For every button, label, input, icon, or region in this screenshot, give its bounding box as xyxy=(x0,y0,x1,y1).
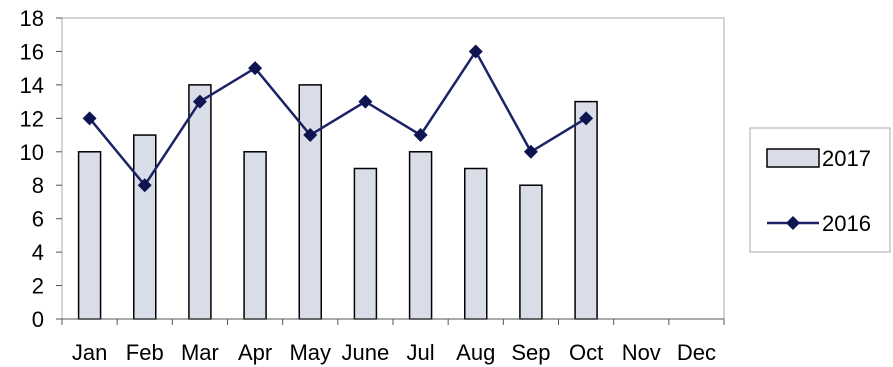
x-tick-label: May xyxy=(289,340,331,365)
line-series-2016 xyxy=(82,44,594,193)
legend-swatch-2017 xyxy=(766,148,820,168)
bar xyxy=(519,184,543,320)
line-marker xyxy=(413,128,428,143)
line-marker xyxy=(248,61,263,76)
legend-label-2016: 2016 xyxy=(822,211,871,236)
bar xyxy=(77,151,102,320)
bar xyxy=(408,151,433,320)
line-marker xyxy=(303,128,318,143)
x-tick-label: Jan xyxy=(72,340,107,365)
y-tick-label: 6 xyxy=(32,207,44,232)
bar xyxy=(353,167,378,320)
bar xyxy=(298,84,322,320)
y-axis-ticks: 0 2 4 6 8 10 12 14 16 18 xyxy=(20,6,62,332)
line-marker xyxy=(192,94,207,109)
y-tick-label: 10 xyxy=(20,140,44,165)
legend-label-2017: 2017 xyxy=(822,146,871,171)
legend: 2017 2016 xyxy=(749,127,891,253)
line-marker xyxy=(82,111,97,126)
x-tick-label: Feb xyxy=(126,340,164,365)
bar-series-2017 xyxy=(77,84,598,320)
y-tick-label: 12 xyxy=(20,106,44,131)
y-tick-label: 16 xyxy=(20,39,44,64)
x-tick-label: Aug xyxy=(456,340,495,365)
x-tick-label: Apr xyxy=(238,340,272,365)
y-tick-label: 14 xyxy=(20,73,44,98)
legend-marker-2016 xyxy=(786,216,800,230)
y-tick-label: 0 xyxy=(32,307,44,332)
x-tick-label: Mar xyxy=(181,340,219,365)
y-tick-label: 4 xyxy=(32,240,44,265)
y-tick-label: 2 xyxy=(32,274,44,299)
line-marker xyxy=(523,144,538,159)
line-marker xyxy=(137,178,152,193)
bar xyxy=(464,167,488,320)
bar xyxy=(243,151,267,320)
bar xyxy=(133,134,157,320)
y-tick-label: 8 xyxy=(32,173,44,198)
line-marker xyxy=(468,44,483,59)
x-tick-label: Sep xyxy=(511,340,550,365)
x-tick-label: Oct xyxy=(569,340,603,365)
x-axis xyxy=(61,318,725,325)
line-marker xyxy=(358,94,373,109)
series-line xyxy=(88,50,587,187)
plot-area xyxy=(61,17,725,320)
x-tick-label: Dec xyxy=(677,340,716,365)
x-tick-label: June xyxy=(342,340,390,365)
x-tick-label: Nov xyxy=(622,340,661,365)
bar xyxy=(574,100,598,320)
line-marker xyxy=(579,111,594,126)
bar xyxy=(188,84,212,320)
x-axis-labels: Jan Feb Mar Apr May June Jul Aug Sep Oct Nov Dec xyxy=(72,340,716,365)
y-tick-label: 18 xyxy=(20,6,44,31)
x-tick-label: Jul xyxy=(407,340,435,365)
